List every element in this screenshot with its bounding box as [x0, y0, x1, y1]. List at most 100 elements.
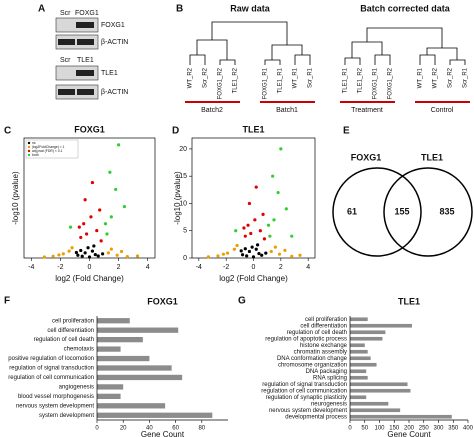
bar: [97, 403, 166, 409]
panel-label: D: [172, 126, 179, 137]
point: [257, 252, 261, 256]
point: [246, 223, 250, 227]
legend-label: adj.pval (FDR) < 0.1: [32, 149, 63, 153]
point: [256, 243, 260, 247]
point: [115, 253, 119, 257]
x-tick-label: 4: [306, 264, 310, 271]
point: [273, 245, 277, 249]
bar: [350, 330, 386, 335]
point: [276, 190, 280, 195]
bar: [350, 401, 389, 406]
y-axis-label: -log10 (pvalue): [173, 171, 182, 225]
point: [279, 147, 283, 151]
x-tick-label: 20: [120, 426, 127, 432]
panel-label: B: [176, 4, 183, 15]
y-tick-label: 0: [183, 255, 187, 262]
point: [109, 215, 113, 219]
legend-label: ns: [32, 141, 36, 145]
category-label: regulation of cell communication: [261, 388, 347, 394]
point: [235, 243, 239, 248]
category-label: regulation of signal transduction: [262, 382, 347, 388]
point: [262, 237, 267, 241]
blot: Scr FOXG1 FOXG1 β-ACTIN Scr TLE1 TLE1 β-…: [55, 10, 128, 100]
bar: [350, 356, 371, 361]
venn: FOXG1 TLE1 61 155 835: [332, 152, 473, 257]
point: [101, 252, 105, 256]
point: [68, 225, 73, 229]
blot-row: TLE1: [101, 70, 118, 77]
point: [258, 229, 262, 233]
leaf-label: TLE1_R1: [343, 67, 349, 93]
point: [90, 249, 95, 253]
venn-set: TLE1: [421, 152, 443, 162]
point: [266, 223, 271, 227]
blot-row: β-ACTIN: [101, 89, 128, 96]
x-tick-label: 80: [198, 426, 205, 432]
bar: [350, 414, 452, 419]
point: [240, 253, 245, 257]
group-label: Treatment: [351, 107, 383, 114]
point: [108, 170, 112, 174]
group-label: Batch2: [201, 107, 223, 114]
leaf-label: TLE1_R2: [233, 67, 239, 93]
x-tick-label: 4: [146, 264, 150, 271]
point: [70, 246, 74, 250]
leaf-label: TLE1_R2: [358, 67, 364, 93]
point: [283, 248, 287, 252]
point: [125, 255, 129, 259]
bar: [97, 384, 124, 390]
dendrogram-title: Raw data: [230, 3, 271, 13]
x-axis-label: log2 (Fold Change): [55, 274, 124, 283]
y-tick-label: 20: [179, 146, 187, 153]
leaf-label: Scr_R2: [448, 67, 454, 88]
panel-label: A: [38, 4, 45, 15]
category-label: regulation of apoptotic process: [265, 336, 347, 342]
category-label: cell differentiation: [300, 323, 347, 329]
blot-column: Scr: [60, 10, 71, 17]
venn-count: 61: [347, 206, 357, 216]
point: [277, 252, 282, 256]
chart-title: FOXG1: [74, 124, 105, 134]
blot-row: FOXG1: [101, 22, 125, 29]
x-tick-label: 40: [146, 426, 153, 432]
point: [106, 251, 111, 255]
y-tick-label: 5: [183, 228, 187, 235]
point: [216, 254, 220, 258]
point: [247, 201, 251, 206]
venn-count: 835: [439, 206, 454, 216]
panel-label: C: [4, 126, 11, 137]
point: [234, 229, 238, 233]
y-tick-label: 10: [179, 200, 187, 207]
venn-set: FOXG1: [351, 152, 382, 162]
point: [92, 244, 96, 248]
venn-count: 155: [394, 206, 409, 216]
point: [269, 249, 273, 254]
category-label: cell differentiation: [47, 328, 94, 334]
point: [206, 255, 210, 259]
bar: [97, 355, 150, 362]
point: [109, 247, 113, 251]
blot-row: β-ACTIN: [101, 39, 128, 46]
leaf-label: Scr_R2: [203, 67, 209, 88]
point: [239, 249, 243, 253]
bar: [350, 408, 401, 413]
leaf-label: Scr_R1: [308, 67, 314, 88]
point: [135, 254, 140, 258]
leaf-label: FOXG1_R1: [373, 67, 379, 99]
panel-label: G: [238, 296, 246, 307]
point: [264, 251, 268, 255]
x-tick-label: -2: [223, 264, 229, 271]
point: [117, 143, 121, 147]
category-label: nervous system development: [16, 403, 94, 409]
legend-box: [25, 139, 79, 159]
panel-label: F: [4, 296, 10, 307]
x-tick-label: 350: [448, 426, 459, 432]
point: [79, 248, 83, 253]
category-label: system development: [39, 413, 94, 419]
leaf-label: WT_R1: [293, 67, 299, 88]
point: [119, 249, 124, 254]
x-tick-label: 250: [419, 426, 430, 432]
bar: [350, 362, 377, 367]
category-label: RNA splicing: [313, 375, 347, 381]
